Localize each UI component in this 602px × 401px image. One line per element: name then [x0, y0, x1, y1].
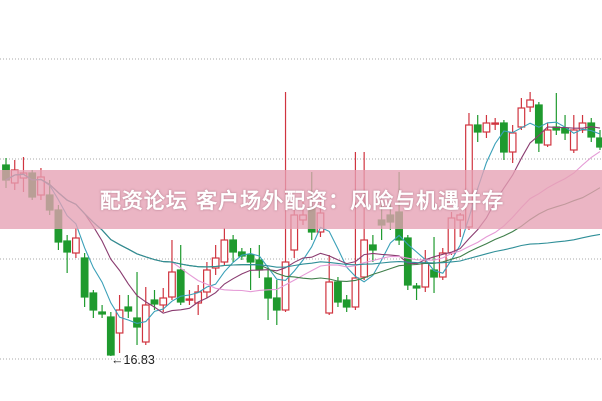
candle-body	[325, 281, 334, 314]
candle	[569, 115, 578, 153]
candle-body	[578, 122, 587, 131]
low-price-value: 16.83	[123, 353, 155, 367]
candle-body	[508, 132, 517, 153]
candle-body	[124, 306, 133, 312]
candle	[168, 240, 176, 300]
candle-body	[281, 261, 290, 311]
candle-body	[473, 124, 482, 133]
candle	[482, 115, 491, 138]
candle-body	[211, 257, 220, 269]
candle-body	[203, 269, 211, 293]
candle-body	[351, 277, 360, 308]
candle	[106, 312, 115, 356]
arrow-left-icon: ←	[111, 353, 124, 367]
candle	[71, 228, 80, 258]
banner-text: 配资论坛 客户场外配资：风险与机遇并存	[99, 188, 505, 213]
candle	[80, 253, 89, 307]
candle	[596, 130, 602, 150]
candle-body	[360, 239, 369, 278]
candle-body	[168, 271, 176, 298]
candle	[264, 270, 272, 320]
candle-body	[517, 107, 526, 128]
candle	[526, 92, 535, 112]
candle-body	[543, 129, 552, 146]
candle-body	[237, 251, 246, 257]
candle-body	[438, 252, 447, 278]
candle-body	[98, 311, 106, 315]
candle-body	[159, 297, 168, 306]
candle	[159, 288, 168, 312]
candle-body	[526, 99, 535, 108]
candle	[342, 295, 351, 312]
candle	[237, 248, 246, 260]
candle	[185, 290, 194, 305]
candle	[473, 115, 482, 142]
candle	[246, 248, 255, 290]
candle	[438, 248, 447, 280]
candle	[203, 262, 211, 298]
candle-body	[596, 137, 602, 148]
candle-body	[534, 104, 543, 144]
candle	[491, 118, 500, 130]
candle-body	[272, 297, 281, 311]
candle-body	[500, 122, 508, 153]
candle	[98, 305, 106, 318]
candle-body	[80, 257, 89, 298]
moving-average-line-60	[5, 173, 601, 268]
candle	[220, 228, 229, 265]
candle-body	[482, 122, 491, 133]
candle-body	[229, 239, 238, 253]
candle	[552, 93, 561, 135]
candle	[578, 115, 587, 133]
candle	[89, 290, 98, 318]
low-price-annotation: ←16.83	[111, 353, 155, 367]
watermark-banner: 配资论坛 客户场外配资：风险与机遇并存	[0, 170, 602, 229]
candle	[115, 295, 124, 353]
candle-body	[176, 269, 185, 303]
candle	[229, 235, 238, 262]
candle-body	[141, 304, 150, 343]
candle-body	[334, 281, 342, 303]
candle	[176, 245, 185, 305]
candle	[63, 235, 72, 273]
candle	[141, 287, 150, 345]
candle	[412, 283, 421, 300]
candle	[211, 245, 220, 275]
candle	[325, 255, 334, 315]
candle-body	[185, 298, 194, 301]
candle-body	[569, 129, 578, 151]
candle	[255, 245, 264, 278]
candle	[430, 237, 438, 293]
candle-body	[106, 316, 115, 356]
candle	[368, 235, 377, 262]
candle	[421, 250, 430, 292]
candle-body	[491, 122, 500, 125]
candle-body	[150, 299, 159, 305]
candle	[272, 280, 281, 325]
candle-body	[246, 254, 255, 263]
candle-body	[115, 309, 124, 334]
candle-body	[63, 240, 72, 253]
candle	[334, 277, 342, 307]
candle-body	[412, 285, 421, 289]
candle	[500, 120, 508, 160]
candle	[517, 98, 526, 130]
candle-body	[342, 299, 351, 308]
candle-body	[89, 292, 98, 311]
moving-average-line-5	[5, 121, 601, 324]
candle	[124, 295, 133, 318]
candle-body	[264, 277, 272, 299]
candle-body	[71, 237, 80, 254]
candle	[194, 285, 203, 315]
candle	[133, 272, 141, 345]
candle-body	[368, 244, 377, 251]
candle-body	[220, 239, 229, 263]
candle-body	[421, 262, 430, 288]
